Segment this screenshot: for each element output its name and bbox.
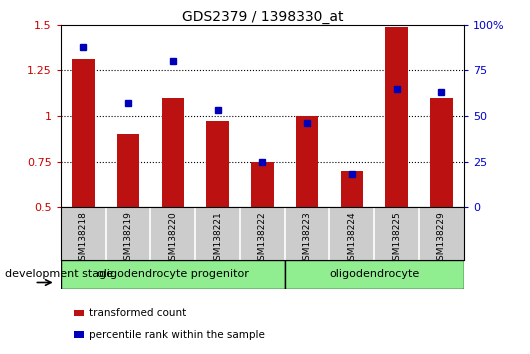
- Text: GSM138225: GSM138225: [392, 211, 401, 266]
- Bar: [385, 27, 408, 207]
- Text: GSM138223: GSM138223: [303, 211, 312, 266]
- Text: transformed count: transformed count: [89, 308, 186, 318]
- Text: GSM138229: GSM138229: [437, 211, 446, 266]
- Text: GSM138221: GSM138221: [213, 211, 222, 266]
- Text: oligodendrocyte: oligodendrocyte: [329, 269, 419, 279]
- Bar: [162, 98, 184, 207]
- Bar: [72, 59, 94, 207]
- Title: GDS2379 / 1398330_at: GDS2379 / 1398330_at: [182, 10, 343, 24]
- Text: oligodendrocyte progenitor: oligodendrocyte progenitor: [97, 269, 249, 279]
- Bar: [117, 134, 139, 207]
- Bar: [430, 98, 453, 207]
- Text: development stage: development stage: [5, 269, 113, 279]
- Text: GSM138220: GSM138220: [169, 211, 178, 266]
- Text: percentile rank within the sample: percentile rank within the sample: [89, 330, 265, 339]
- Bar: [251, 161, 273, 207]
- Text: GSM138224: GSM138224: [347, 211, 356, 266]
- Bar: [206, 121, 229, 207]
- Text: GSM138219: GSM138219: [123, 211, 132, 266]
- Bar: [341, 171, 363, 207]
- Text: GSM138222: GSM138222: [258, 211, 267, 266]
- Bar: [61, 260, 285, 289]
- Bar: [296, 116, 319, 207]
- Bar: [285, 260, 464, 289]
- Text: GSM138218: GSM138218: [79, 211, 88, 266]
